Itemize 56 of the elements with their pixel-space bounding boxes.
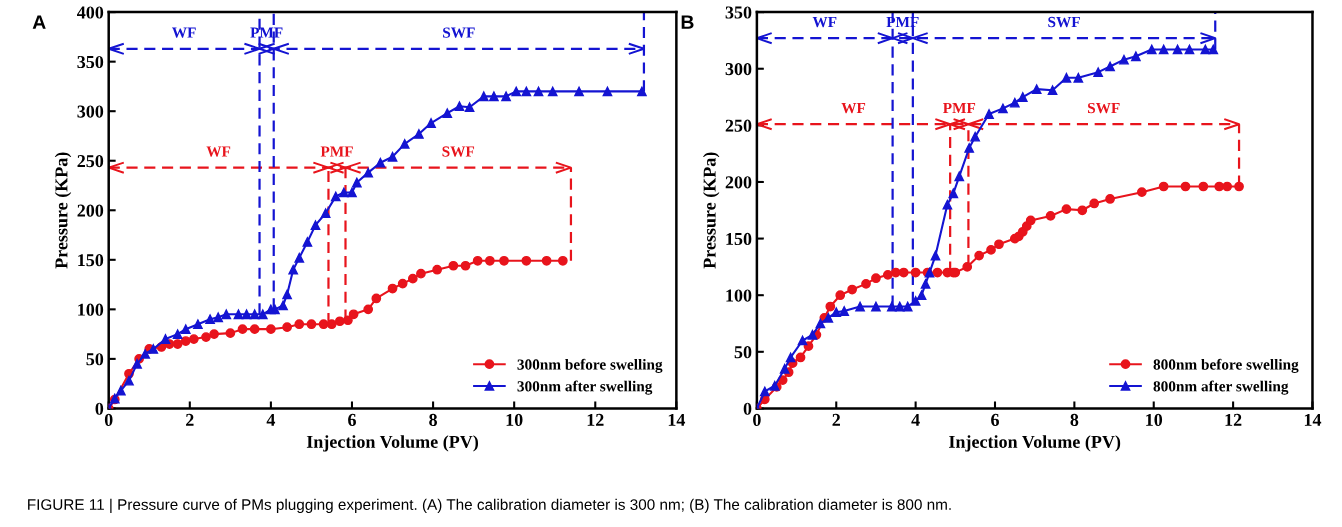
x-tick-label: 4 [911, 413, 920, 426]
legend-label: 800nm before swelling [1153, 358, 1299, 373]
ref-line-label: WF [172, 27, 196, 38]
x-tick-label: 0 [104, 413, 113, 426]
ref-line-label: WF [812, 16, 837, 28]
y-tick-label: 100 [78, 303, 104, 316]
x-axis-title: Injection Volume (PV) [949, 435, 1121, 452]
x-tick-label: 0 [753, 413, 761, 426]
text: B [681, 15, 694, 29]
x-tick-label: 12 [587, 413, 604, 426]
legend-label: 300nm before swelling [517, 358, 663, 373]
y-tick-label: 200 [77, 204, 104, 217]
legend-label: 300nm after swelling [517, 380, 653, 395]
y-tick-label: 100 [726, 289, 752, 302]
y-tick-label: 300 [77, 105, 104, 118]
y-tick-label: 50 [86, 353, 104, 366]
x-tick-label: 10 [506, 413, 523, 426]
ref-line-label: PMF [943, 103, 976, 114]
ref-line-label: SWF [1048, 16, 1080, 28]
y-tick-label: 150 [78, 254, 104, 267]
y-axis-title: Pressure (KPa) [703, 152, 720, 269]
legend-label: 800nm after swelling [1153, 380, 1289, 395]
y-tick-label: 0 [743, 402, 752, 415]
y-tick-label: 400 [77, 6, 104, 19]
y-tick-label: 150 [726, 232, 752, 246]
ref-line-label: SWF [443, 27, 475, 38]
y-tick-label: 250 [77, 154, 104, 168]
y-tick-label: 0 [95, 402, 104, 415]
ref-line-label: PMF [320, 146, 353, 157]
y-tick-label: 200 [725, 176, 752, 189]
ref-line-label: SWF [1088, 102, 1120, 114]
y-tick-label: 50 [734, 346, 752, 359]
x-tick-label: 2 [186, 413, 194, 426]
x-tick-label: 4 [266, 413, 276, 426]
x-tick-label: 8 [1070, 413, 1079, 426]
ref-line-label: WF [206, 146, 231, 157]
x-tick-label: 14 [668, 413, 686, 426]
ref-line-label: PMF [250, 27, 283, 38]
ref-line-label: WF [841, 103, 866, 114]
x-tick-label: 6 [991, 413, 999, 426]
x-tick-label: 12 [1225, 413, 1242, 426]
x-tick-label: 10 [1146, 413, 1163, 426]
x-axis-title: Injection Volume (PV) [306, 435, 479, 452]
x-tick-label: 14 [1304, 413, 1322, 426]
y-tick-label: 250 [725, 119, 752, 132]
y-tick-label: 300 [725, 62, 752, 76]
x-tick-label: 6 [348, 413, 356, 426]
y-tick-label: 350 [77, 55, 104, 69]
y-axis-title: Pressure (KPa) [54, 152, 72, 269]
ref-line-label: PMF [886, 16, 919, 27]
x-tick-label: 2 [832, 413, 840, 426]
ref-line-label: SWF [442, 146, 475, 157]
caption: FIGURE 11 | Pressure curve of PMs plugging experiment. (A) The calibration diameter is 300 nm; (B) The calibration diameter is 800 nm. [28, 498, 951, 514]
x-tick-label: 8 [429, 413, 437, 426]
y-tick-label: 350 [725, 6, 752, 19]
text: A [32, 15, 46, 29]
